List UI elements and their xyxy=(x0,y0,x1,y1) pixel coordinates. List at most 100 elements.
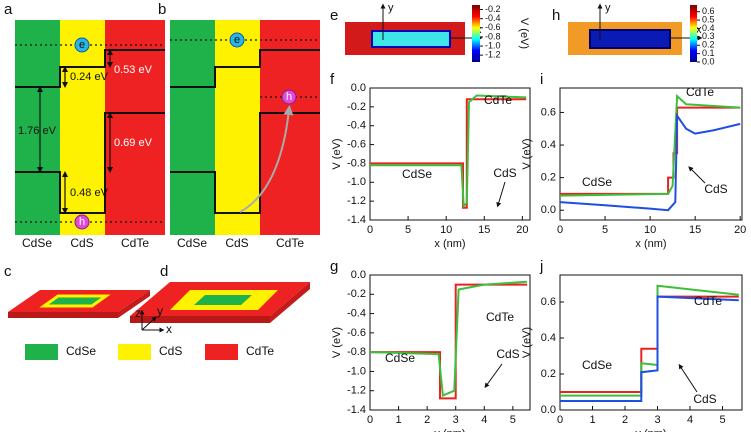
annotation: CdS xyxy=(493,166,516,180)
legend-swatch xyxy=(205,344,238,360)
electron-label: e xyxy=(79,39,85,51)
x-tick-label: 0 xyxy=(557,224,563,236)
band-diagram-b: b e h CdSe CdS CdTe xyxy=(158,1,320,250)
y-tick-label: -1.2 xyxy=(347,385,366,397)
series-line xyxy=(370,98,527,209)
panel-label: h xyxy=(552,7,560,24)
colorbar-tick-label: -1.0 xyxy=(485,40,501,50)
slab-c-side xyxy=(8,312,118,318)
annotation: CdTe xyxy=(694,294,722,308)
legend-swatch xyxy=(25,344,58,360)
offset-label: 0.48 eV xyxy=(70,187,109,199)
colorbar-tick-label: 0.1 xyxy=(702,48,715,58)
x-tick-label: 3 xyxy=(654,414,660,426)
y-tick-label: -1.4 xyxy=(347,214,366,226)
y-tick-label: 0.2 xyxy=(541,368,556,380)
annotation: CdSe xyxy=(385,351,415,365)
series-line xyxy=(559,93,741,197)
x-tick-label: 5 xyxy=(602,224,608,236)
series-line xyxy=(369,280,528,397)
y-axis-label: V (eV) xyxy=(331,327,343,358)
transfer-arrow xyxy=(239,105,294,213)
cds-region xyxy=(215,20,260,235)
cdte-region xyxy=(105,20,165,235)
panel-label: g xyxy=(330,258,338,275)
plot-frame xyxy=(369,274,531,411)
offset-label: 1.76 eV xyxy=(18,125,57,137)
colorbar-tick-label: 0.5 xyxy=(702,14,715,24)
y-tick-label: 0.0 xyxy=(351,82,366,94)
panel-label: e xyxy=(330,7,338,24)
axis-label: y xyxy=(157,304,163,318)
x-tick-label: 4 xyxy=(687,414,693,426)
annotation: CdS xyxy=(693,392,716,406)
material-label: CdS xyxy=(70,236,93,250)
y-tick-label: 0.0 xyxy=(541,404,556,416)
y-tick-label: -0.2 xyxy=(347,101,366,113)
annotation: CdS xyxy=(496,347,519,361)
legend-swatch xyxy=(118,344,151,360)
panel-label: b xyxy=(158,1,166,18)
annotation: CdTe xyxy=(686,85,714,99)
axis-label: z xyxy=(135,306,141,320)
colorbar-tick-label: 0.0 xyxy=(702,56,715,66)
y-tick-label: -1.0 xyxy=(347,176,366,188)
slab-d-side xyxy=(130,316,270,323)
x-tick-label: 3 xyxy=(453,414,459,426)
series-line xyxy=(559,112,741,212)
annotation-arrow xyxy=(496,181,506,208)
x-tick-label: 15 xyxy=(689,224,701,236)
x-axis-label: y (nm) xyxy=(635,428,666,432)
y-tick-label: 0.0 xyxy=(351,269,366,281)
heatmap-core xyxy=(589,29,671,49)
electron-label: e xyxy=(234,34,240,46)
annotation-arrow xyxy=(688,166,706,184)
series-line xyxy=(370,283,528,400)
axis-label: x xyxy=(696,24,702,36)
hole-label: h xyxy=(79,216,85,228)
series-line xyxy=(560,295,739,393)
panel-label: d xyxy=(160,263,168,280)
colorbar-tick-label: 0.6 xyxy=(702,6,715,16)
axis-label: y xyxy=(605,2,611,14)
y-tick-label: -0.6 xyxy=(347,327,366,339)
panel-label: i xyxy=(540,71,543,88)
material-label: CdSe xyxy=(22,236,52,250)
colorbar-tick-label: -0.2 xyxy=(485,4,501,14)
core-d xyxy=(194,295,252,305)
y-axis-label: V (eV) xyxy=(331,138,343,169)
colorbar-tick-label: 0.4 xyxy=(702,23,715,33)
electron xyxy=(74,37,90,53)
panel-label: a xyxy=(4,1,13,18)
x-axis-label: y (nm) xyxy=(434,428,465,432)
slab-d-side xyxy=(270,282,310,323)
x-tick-label: 1 xyxy=(396,414,402,426)
colorbar-tick-label: -1.2 xyxy=(485,50,501,60)
y-tick-label: 0.2 xyxy=(541,172,556,184)
y-tick-label: 0.4 xyxy=(541,139,556,151)
valence-band xyxy=(15,112,165,214)
slab-c-side xyxy=(118,290,150,318)
series-line xyxy=(560,295,739,402)
electron xyxy=(229,32,245,48)
y-tick-label: 0.6 xyxy=(541,106,556,118)
y-tick-label: 0.6 xyxy=(541,296,556,308)
x-tick-label: 15 xyxy=(478,224,490,236)
annotation-arrow xyxy=(678,363,698,393)
colorbar xyxy=(690,5,697,62)
y-tick-label: 0.4 xyxy=(541,332,556,344)
x-axis-label: x (nm) xyxy=(434,238,465,250)
x-tick-label: 0 xyxy=(367,414,373,426)
band-diagram-a: a 0.24 eV 0.53 eV 1.76 eV 0.69 eV 0.48 e… xyxy=(4,1,165,250)
material-label: CdTe xyxy=(121,236,149,250)
series-line xyxy=(370,94,527,209)
nanostructures: c d z y x CdSe CdS CdTe xyxy=(4,263,310,360)
panel-label: j xyxy=(539,258,543,275)
colorbar xyxy=(472,5,480,62)
annotation: CdS xyxy=(704,182,727,196)
valence-band xyxy=(170,112,320,214)
annotation-arrow xyxy=(484,363,503,389)
core-c xyxy=(39,294,111,308)
legend-label: CdSe xyxy=(66,344,96,358)
